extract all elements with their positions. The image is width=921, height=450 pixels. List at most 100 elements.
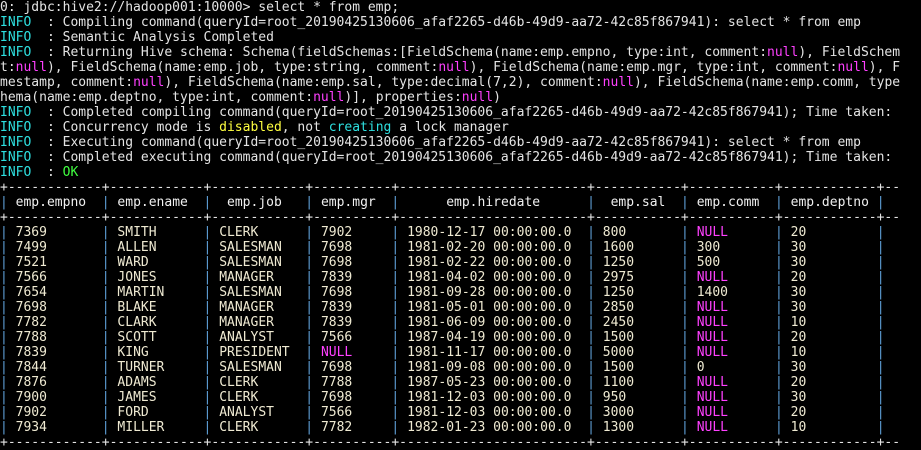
column-separator: | bbox=[876, 375, 885, 390]
table-cell: 5000 bbox=[602, 345, 635, 360]
column-separator: | bbox=[774, 300, 783, 315]
column-separator: | bbox=[774, 375, 783, 390]
column-separator: | bbox=[774, 405, 783, 420]
table-cell: 7698 bbox=[320, 255, 353, 270]
column-separator: | bbox=[0, 390, 8, 405]
table-cell: 1981-12-03 00:00:00.0 bbox=[407, 405, 572, 420]
column-separator: | bbox=[101, 330, 110, 345]
column-separator: | bbox=[774, 345, 783, 360]
result-table: +------------+------------+------------+… bbox=[0, 180, 921, 450]
table-cell: NULL bbox=[696, 345, 728, 360]
table-cell: WARD bbox=[117, 255, 149, 270]
table-cell: BLAKE bbox=[117, 300, 157, 315]
column-separator: | bbox=[876, 285, 885, 300]
log-line: hema(name:emp.deptno, type:int, comment:… bbox=[0, 90, 921, 105]
table-cell: SALESMAN bbox=[219, 255, 282, 270]
table-row: | 7521 | WARD | SALESMAN | 7698 | 1981-0… bbox=[0, 255, 921, 270]
column-header: emp.empno bbox=[15, 195, 87, 210]
column-separator: | bbox=[774, 390, 783, 405]
column-separator: | bbox=[681, 285, 689, 300]
column-separator: | bbox=[587, 345, 595, 360]
table-cell: MANAGER bbox=[219, 270, 274, 285]
table-row: | 7698 | BLAKE | MANAGER | 7839 | 1981-0… bbox=[0, 300, 921, 315]
column-separator: | bbox=[681, 240, 689, 255]
table-row: | 7499 | ALLEN | SALESMAN | 7698 | 1981-… bbox=[0, 240, 921, 255]
column-separator: | bbox=[774, 315, 783, 330]
column-separator: | bbox=[305, 360, 314, 375]
column-separator: | bbox=[774, 330, 783, 345]
column-separator: | bbox=[587, 420, 595, 435]
log-text: ), FieldSchema(name:emp.mgr, type:int, c… bbox=[469, 60, 838, 75]
column-separator: | bbox=[0, 285, 8, 300]
table-cell: ALLEN bbox=[117, 240, 157, 255]
table-row: | 7782 | CLARK | MANAGER | 7839 | 1981-0… bbox=[0, 315, 921, 330]
ok-status: OK bbox=[62, 165, 79, 180]
table-cell: ANALYST bbox=[219, 330, 274, 345]
column-separator: | bbox=[305, 270, 314, 285]
null-keyword: null bbox=[133, 75, 165, 90]
column-separator: | bbox=[774, 225, 783, 240]
column-header: emp.ename bbox=[117, 195, 188, 210]
column-separator: | bbox=[203, 375, 212, 390]
table-cell: 30 bbox=[790, 390, 807, 405]
table-cell: JONES bbox=[117, 270, 157, 285]
table-cell: 7902 bbox=[15, 405, 47, 420]
table-cell: CLERK bbox=[219, 420, 259, 435]
table-cell: 1982-01-23 00:00:00.0 bbox=[407, 420, 572, 435]
column-separator: | bbox=[305, 255, 314, 270]
log-text: ), FieldSchema(name:emp.job, type:string… bbox=[46, 60, 439, 75]
table-row: | 7788 | SCOTT | ANALYST | 7566 | 1987-0… bbox=[0, 330, 921, 345]
table-cell: 7839 bbox=[320, 300, 353, 315]
column-separator: | bbox=[876, 240, 885, 255]
column-separator: | bbox=[101, 255, 110, 270]
table-cell: 7839 bbox=[320, 315, 353, 330]
column-separator: | bbox=[391, 300, 400, 315]
table-cell: 7566 bbox=[15, 270, 47, 285]
column-separator: | bbox=[876, 345, 885, 360]
table-cell: 2850 bbox=[602, 300, 635, 315]
log-level: INFO bbox=[0, 120, 32, 135]
table-cell: 1987-04-19 00:00:00.0 bbox=[407, 330, 572, 345]
table-cell: 7521 bbox=[15, 255, 47, 270]
table-cell: 7698 bbox=[320, 360, 353, 375]
table-cell: 7654 bbox=[15, 285, 47, 300]
column-separator: | bbox=[203, 270, 212, 285]
table-border: +------------+------------+------------+… bbox=[0, 180, 901, 195]
column-separator: | bbox=[876, 270, 885, 285]
log-line: INFO : Completed compiling command(query… bbox=[0, 105, 921, 120]
column-separator: | bbox=[681, 420, 689, 435]
column-separator: | bbox=[305, 285, 314, 300]
table-row: | 7839 | KING | PRESIDENT | NULL | 1981-… bbox=[0, 345, 921, 360]
table-row: | 7844 | TURNER | SALESMAN | 7698 | 1981… bbox=[0, 360, 921, 375]
column-separator: | bbox=[876, 225, 885, 240]
column-separator: | bbox=[587, 300, 595, 315]
table-cell: NULL bbox=[696, 420, 728, 435]
log-text: : Returning Hive schema: Schema(fieldSch… bbox=[31, 45, 768, 60]
table-cell: NULL bbox=[696, 300, 728, 315]
table-cell: 2450 bbox=[602, 315, 635, 330]
column-separator: | bbox=[681, 405, 689, 420]
log-level: INFO bbox=[0, 15, 32, 30]
table-cell: 7698 bbox=[15, 300, 47, 315]
table-cell: SALESMAN bbox=[219, 240, 282, 255]
table-cell: 20 bbox=[790, 405, 807, 420]
table-cell: NULL bbox=[696, 390, 728, 405]
table-cell: 1981-11-17 00:00:00.0 bbox=[407, 345, 572, 360]
table-cell: NULL bbox=[696, 330, 728, 345]
log-line: INFO : Returning Hive schema: Schema(fie… bbox=[0, 45, 921, 60]
null-keyword: null bbox=[438, 60, 470, 75]
column-separator: | bbox=[587, 225, 595, 240]
log-text: : Completed compiling command(queryId=ro… bbox=[31, 105, 893, 120]
column-separator: | bbox=[876, 195, 885, 210]
column-separator: | bbox=[391, 315, 400, 330]
log-output: 0: jdbc:hive2://hadoop001:10000> select … bbox=[0, 0, 921, 180]
table-cell: 1981-09-28 00:00:00.0 bbox=[407, 285, 572, 300]
table-cell: 7788 bbox=[15, 330, 47, 345]
column-header: emp.hiredate bbox=[446, 195, 541, 210]
table-cell: 1987-05-23 00:00:00.0 bbox=[407, 375, 572, 390]
table-cell: 7566 bbox=[320, 330, 353, 345]
column-separator: | bbox=[876, 360, 885, 375]
log-line: INFO : Concurrency mode is disabled, not… bbox=[0, 120, 921, 135]
table-cell: 1300 bbox=[602, 420, 635, 435]
